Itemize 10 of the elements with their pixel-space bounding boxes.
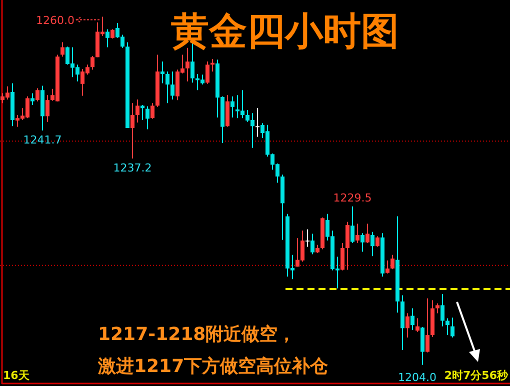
annotation: 1241.7 [23,134,62,147]
annotation: 2时7分56秒 [444,369,508,382]
annotation: 16天 [3,369,30,382]
annotation: 1237.2 [113,162,152,174]
annotation: 激进1217下方做空高位补仓 [98,356,328,377]
title: 黄金四小时图 [171,9,399,53]
annotation: 1229.5 [333,191,372,204]
annotation: 1217-1218附近做空， [98,324,296,345]
annotation: 1260.0 [36,14,74,27]
annotation: 1204.0 [398,371,436,384]
